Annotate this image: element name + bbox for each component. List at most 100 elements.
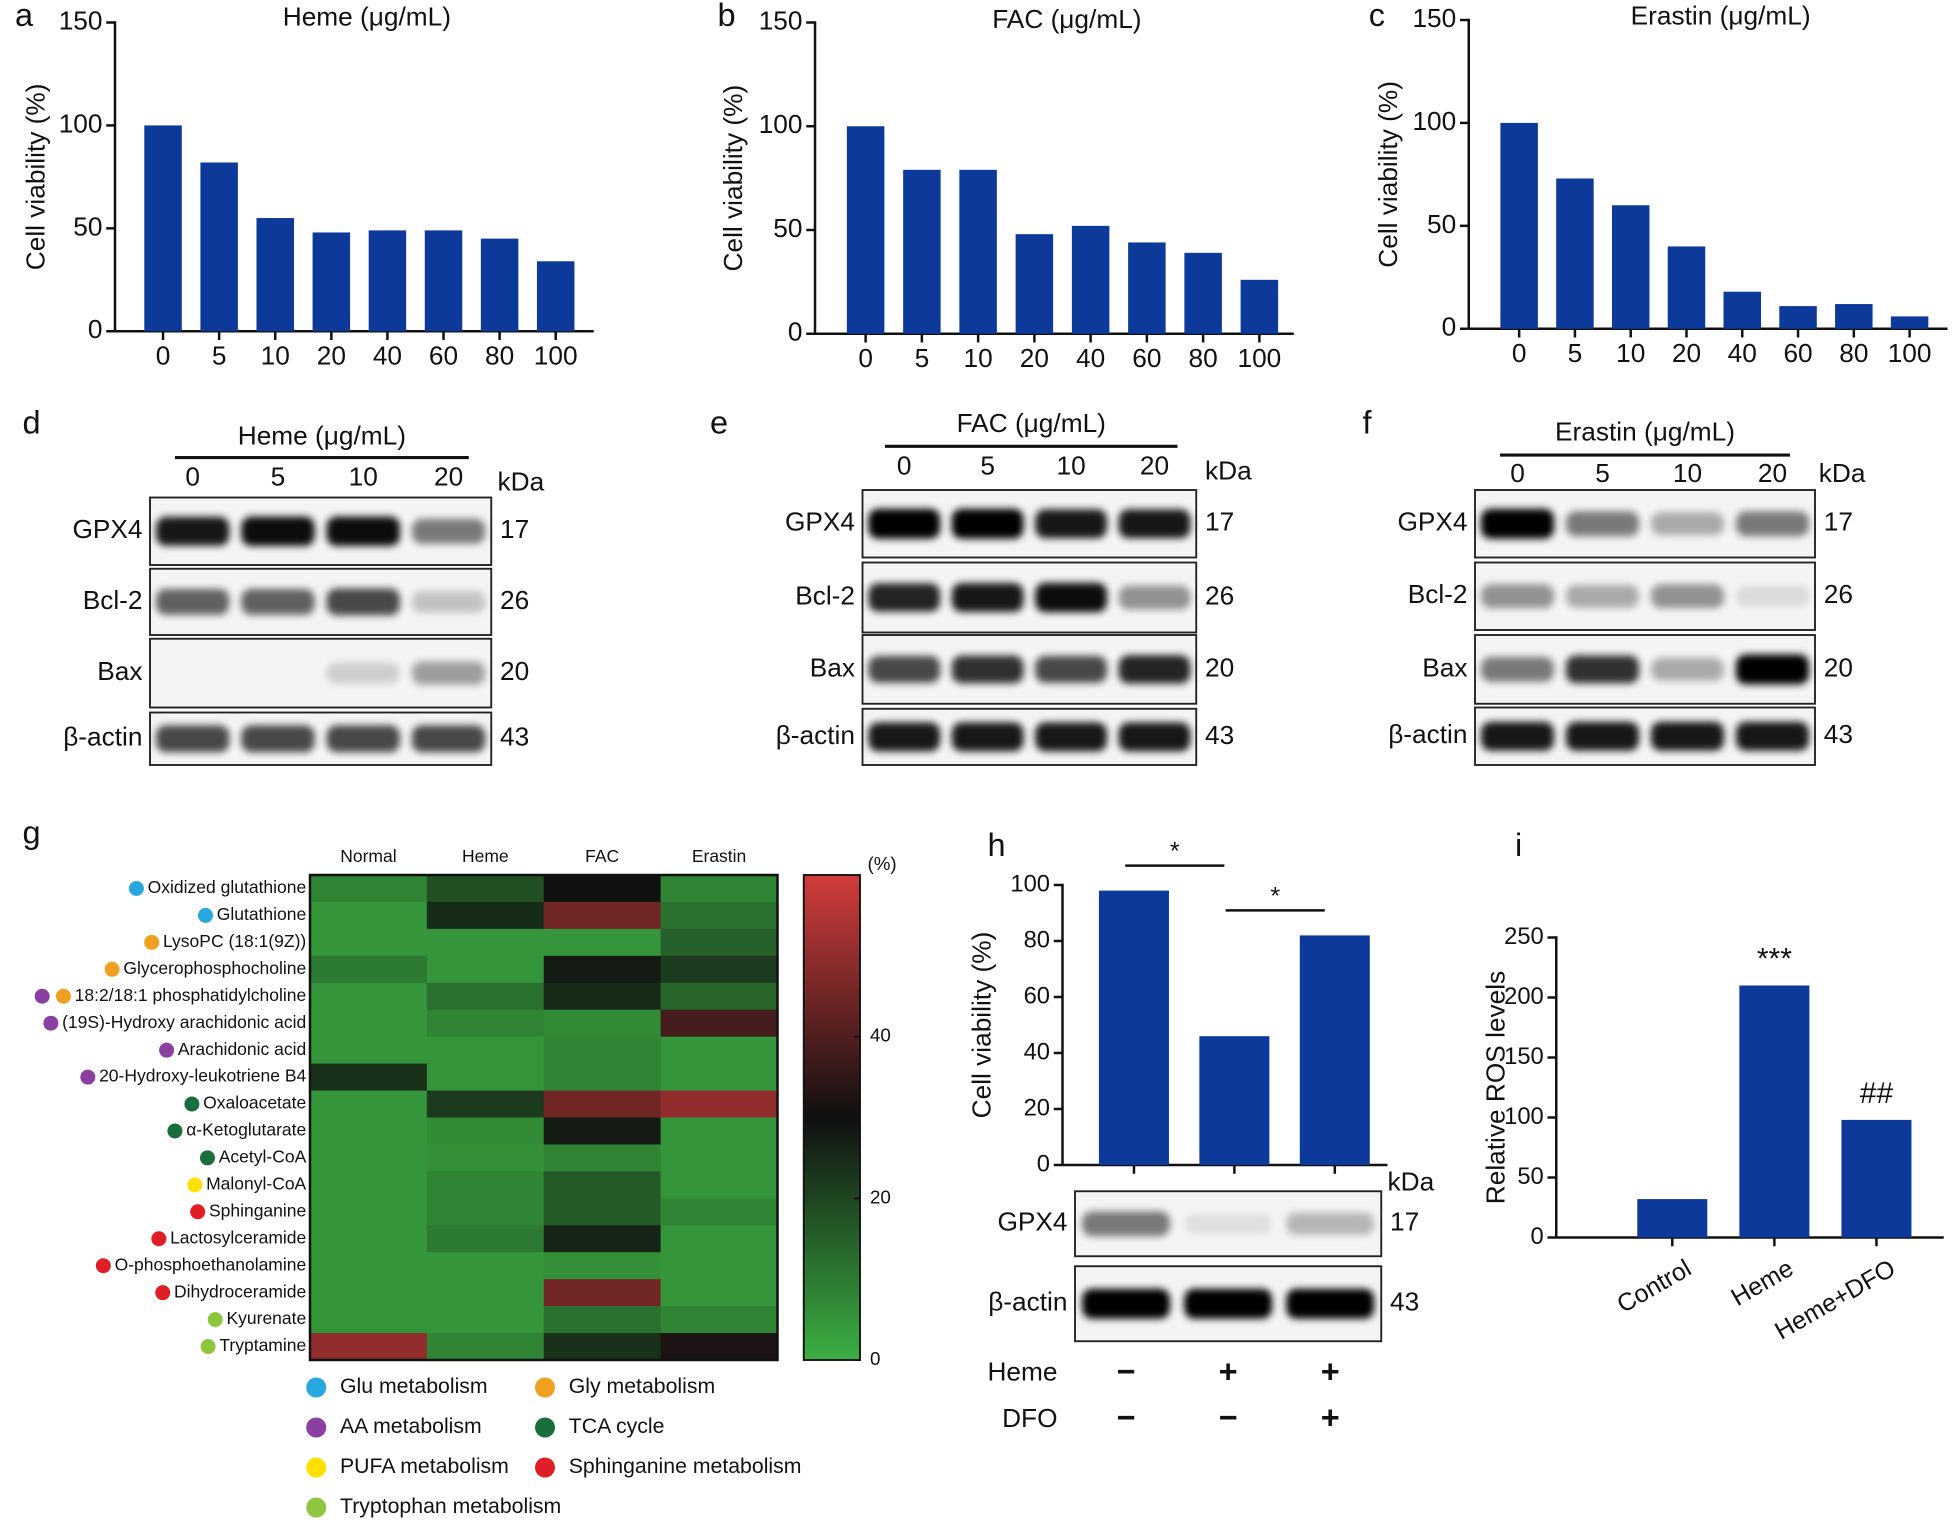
heatmap-cell: [426, 1279, 545, 1307]
heatmap-cell: [310, 1333, 428, 1361]
blot-band: [951, 583, 1024, 612]
blot-band: [1565, 511, 1640, 537]
blot-unit: kDa: [1205, 455, 1252, 485]
legend-label: PUFA metabolism: [340, 1454, 509, 1478]
protein-label: Bax: [97, 656, 142, 686]
y-tick-label: 100: [1010, 870, 1050, 897]
category-dot: [167, 1123, 183, 1139]
kda-label: 20: [500, 656, 529, 686]
panel-letter: h: [988, 827, 1006, 863]
panel-letter: d: [23, 405, 41, 441]
blot-title: FAC (μg/mL): [957, 408, 1106, 438]
colorbar-label: (%): [868, 853, 897, 874]
colorbar-tick-label: 40: [870, 1025, 891, 1046]
heatmap-cell: [660, 1063, 779, 1092]
blot-band: [1735, 585, 1810, 607]
heatmap-cell: [660, 1117, 779, 1146]
bar: [1199, 1036, 1270, 1165]
heatmap-cell: [310, 1252, 428, 1280]
x-tick-label: 40: [1076, 343, 1105, 373]
heatmap-cell: [310, 1009, 428, 1038]
blot-band: [241, 588, 315, 615]
panel-letter: g: [23, 815, 41, 851]
heatmap-cell: [426, 1063, 545, 1092]
bar: [1098, 890, 1169, 1165]
legend-dot: [306, 1417, 327, 1438]
blot-band: [1480, 656, 1555, 682]
protein-label: Bcl-2: [1408, 579, 1468, 609]
x-tick-label: Control: [1612, 1254, 1696, 1319]
protein-label: Bcl-2: [795, 580, 855, 610]
heatmap-cell: [543, 1306, 662, 1334]
panel-letter: b: [718, 0, 736, 33]
lane-label: 20: [434, 462, 463, 492]
y-tick-label: 50: [1427, 209, 1456, 239]
row-label: Oxaloacetate: [203, 1093, 306, 1113]
blot-band: [1565, 721, 1640, 751]
treatment-sign: −: [1219, 1400, 1238, 1436]
blot-band: [1286, 1212, 1375, 1235]
x-tick-label: 20: [1672, 338, 1701, 368]
heatmap-cell: [660, 955, 779, 984]
heatmap-cell: [660, 928, 779, 957]
heatmap-cell: [660, 982, 779, 1011]
blot-band: [868, 655, 941, 683]
x-tick-label: 0: [858, 343, 873, 373]
treatment-sign: +: [1321, 1353, 1340, 1389]
y-tick-label: 80: [1024, 926, 1050, 953]
y-tick-label: 0: [1037, 1150, 1050, 1177]
bar: [1739, 985, 1810, 1238]
y-tick-label: 0: [1531, 1223, 1544, 1250]
blot-band: [155, 588, 230, 615]
heatmap-cell: [660, 901, 779, 930]
y-tick-label: 50: [773, 213, 802, 243]
heatmap-cell: [426, 1306, 545, 1334]
blot-band: [1118, 655, 1191, 684]
treatment-label: DFO: [1002, 1403, 1057, 1433]
heatmap-cell: [543, 1009, 662, 1038]
y-tick-label: 60: [1024, 982, 1050, 1009]
blot-band: [1035, 582, 1107, 613]
heatmap-cell: [660, 1009, 779, 1038]
chart-title: FAC (μg/mL): [992, 4, 1141, 34]
x-tick-label: 10: [964, 343, 993, 373]
bar: [1779, 306, 1817, 329]
category-dot: [159, 1042, 175, 1058]
y-tick-label: 150: [1412, 3, 1456, 33]
legend-label: AA metabolism: [340, 1414, 482, 1438]
blot-band: [411, 518, 486, 544]
treatment-sign: +: [1321, 1400, 1340, 1436]
bar: [200, 162, 238, 332]
category-dot: [187, 1177, 203, 1193]
blot-band: [411, 590, 486, 613]
category-dot: [34, 988, 50, 1004]
x-tick-label: 100: [534, 340, 578, 370]
category-dot: [55, 988, 71, 1004]
category-dot: [190, 1204, 206, 1220]
protein-label: Bax: [1422, 652, 1467, 682]
chart-title: Erastin (μg/mL): [1631, 0, 1811, 30]
heatmap-cell: [426, 1117, 545, 1146]
blot-band: [951, 508, 1024, 539]
heatmap-cell: [543, 1036, 662, 1065]
bar: [256, 218, 294, 332]
kda-label: 43: [1390, 1287, 1419, 1317]
y-tick-label: 50: [73, 211, 102, 241]
lane-label: 0: [897, 450, 912, 480]
category-dot: [104, 961, 120, 977]
legend-label: Sphinganine metabolism: [569, 1454, 802, 1478]
heatmap-cell: [310, 1306, 428, 1334]
row-label: Arachidonic acid: [178, 1039, 306, 1059]
blot-band: [155, 725, 230, 753]
x-tick-label: Heme: [1726, 1254, 1798, 1312]
row-label: (19S)-Hydroxy arachidonic acid: [62, 1012, 306, 1032]
bar: [1184, 252, 1222, 334]
lane-label: 10: [1056, 450, 1085, 480]
blot-band: [1735, 654, 1810, 685]
heatmap-cell: [660, 1171, 779, 1199]
heatmap-cell: [426, 1036, 545, 1065]
treatment-sign: +: [1219, 1353, 1238, 1389]
significance-label: *: [1270, 883, 1280, 911]
heatmap-cell: [426, 1252, 545, 1280]
